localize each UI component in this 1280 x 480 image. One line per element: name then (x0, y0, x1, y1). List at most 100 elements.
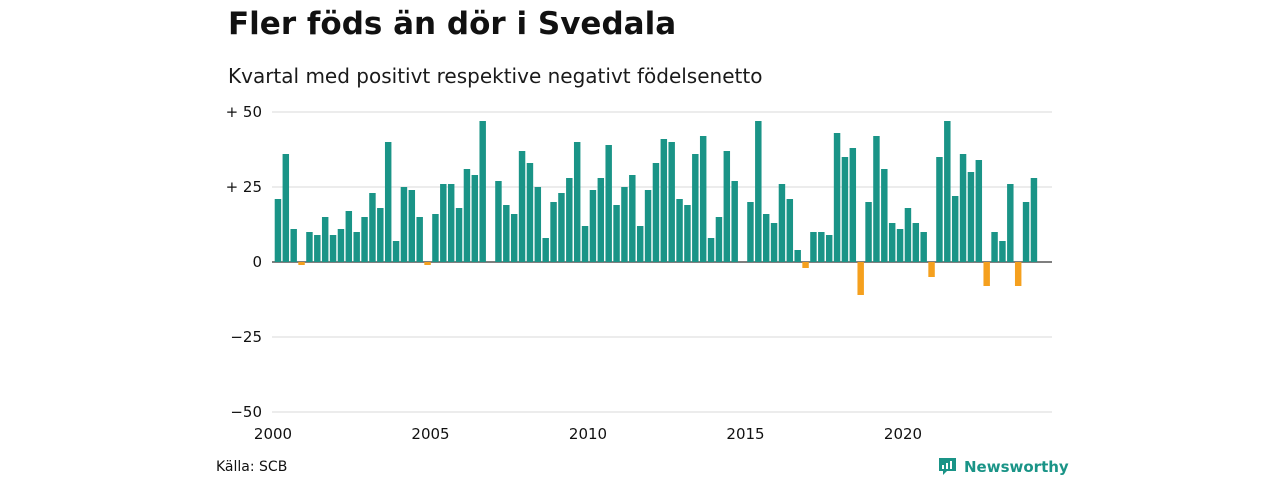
bar (762, 214, 770, 262)
bar (896, 229, 904, 262)
bar (510, 214, 518, 262)
bar (999, 241, 1006, 262)
bar (526, 163, 534, 262)
source-note: Källa: SCB (216, 459, 288, 475)
bar (369, 193, 376, 262)
bar (298, 262, 305, 265)
bar (274, 199, 282, 262)
bar (676, 199, 683, 262)
bar (337, 229, 345, 262)
x-tick-label: 2005 (411, 425, 449, 443)
bar (329, 235, 337, 262)
bar (928, 262, 935, 277)
bar (518, 151, 526, 262)
bar (636, 226, 644, 262)
bar (755, 121, 762, 262)
bar (1022, 202, 1030, 262)
bar (597, 178, 605, 262)
bar (944, 121, 951, 262)
bar (455, 208, 463, 262)
bar (629, 175, 636, 262)
bar (936, 157, 943, 262)
bar (392, 241, 400, 262)
chart-subtitle: Kvartal med positivt respektive negativt… (228, 64, 763, 88)
y-tick-label: + 25 (226, 178, 262, 196)
bar (904, 208, 912, 262)
axis-layer: + 50 + 25 0 −25 −50 2000 2005 2010 2015 2020 (226, 103, 923, 443)
bar (384, 142, 392, 262)
bar (857, 262, 864, 295)
y-tick-label: 0 (252, 253, 262, 271)
bar (983, 262, 990, 286)
x-tick-label: 2010 (569, 425, 607, 443)
bar-chart: + 50 + 25 0 −25 −50 2000 2005 2010 2015 2020 (226, 103, 1052, 443)
y-tick-label: + 50 (226, 103, 262, 121)
bar (707, 238, 715, 262)
bar (440, 184, 447, 262)
bar (605, 145, 612, 262)
bar (747, 202, 754, 262)
bar (589, 190, 597, 262)
bar (699, 136, 707, 262)
bar (959, 154, 967, 262)
bar (416, 217, 423, 262)
bar (353, 232, 360, 262)
bar (770, 223, 778, 262)
bar (841, 157, 849, 262)
bar (550, 202, 557, 262)
bar (1007, 184, 1014, 262)
y-tick-label: −25 (230, 328, 262, 346)
bar (447, 184, 455, 262)
bar (865, 202, 872, 262)
y-tick-label: −50 (230, 403, 262, 421)
bar (692, 154, 699, 262)
bar (432, 214, 439, 262)
bar (778, 184, 786, 262)
bar (881, 169, 888, 262)
bar (951, 196, 959, 262)
bar (306, 232, 313, 262)
bar (873, 136, 880, 262)
bar (282, 154, 290, 262)
bar (849, 148, 857, 262)
bar (479, 121, 486, 262)
bar (912, 223, 920, 262)
bar (888, 223, 896, 262)
bar (668, 142, 675, 262)
bar (920, 232, 927, 262)
bar (621, 187, 628, 262)
bar (810, 232, 817, 262)
x-tick-label: 2015 (726, 425, 764, 443)
bar (967, 172, 975, 262)
bar (802, 262, 809, 268)
bar (424, 262, 431, 265)
bar (794, 250, 801, 262)
bar (503, 205, 510, 262)
bar (684, 205, 691, 262)
bar (377, 208, 384, 262)
bar (833, 133, 841, 262)
bar (1030, 178, 1038, 262)
bar (290, 229, 297, 262)
bar (818, 232, 825, 262)
newsworthy-logo-icon (939, 458, 956, 475)
bar (314, 235, 321, 262)
bar (495, 181, 502, 262)
bar (1014, 262, 1022, 286)
bar (652, 163, 660, 262)
bar (408, 190, 416, 262)
bar (542, 238, 549, 262)
bar (825, 235, 833, 262)
bar (975, 160, 983, 262)
bar (400, 187, 408, 262)
x-tick-label: 2020 (884, 425, 922, 443)
bar (731, 181, 738, 262)
bar (644, 190, 652, 262)
bar (786, 199, 794, 262)
x-tick-label: 2000 (254, 425, 292, 443)
bar (345, 211, 353, 262)
bar (613, 205, 620, 262)
bar (660, 139, 668, 262)
bar (991, 232, 998, 262)
bar (534, 187, 542, 262)
